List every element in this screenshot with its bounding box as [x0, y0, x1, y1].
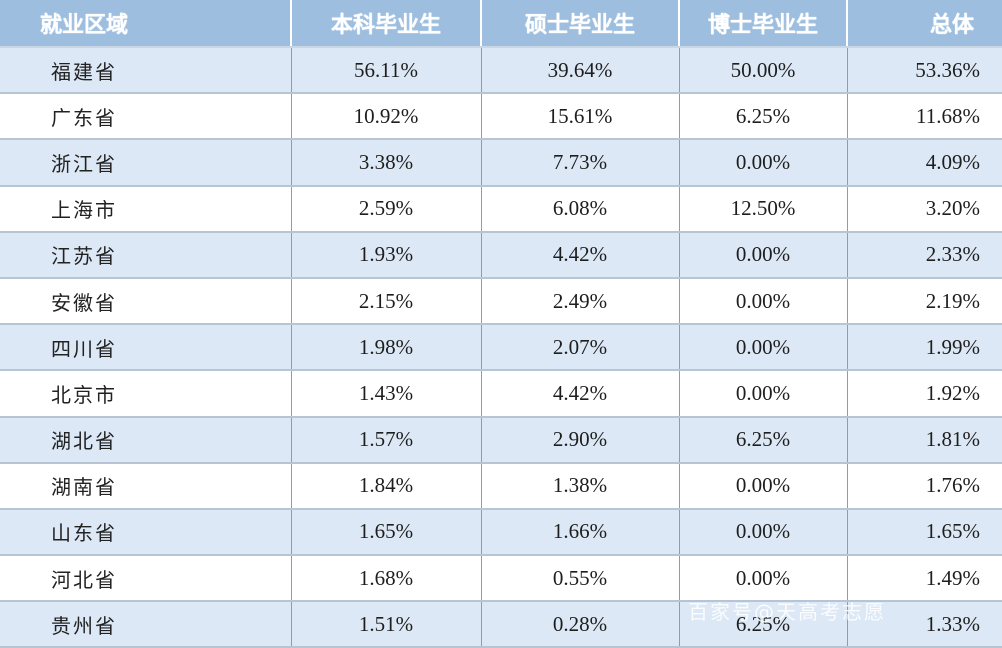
cell-doctor: 0.00% [679, 231, 848, 279]
table-row: 四川省 1.98% 2.07% 0.00% 1.99% [0, 324, 1002, 372]
table-row: 湖南省 1.84% 1.38% 0.00% 1.76% [0, 462, 1002, 510]
cell-region: 湖南省 [0, 462, 292, 510]
cell-doctor: 6.25% [679, 601, 848, 648]
cell-doctor: 0.00% [679, 324, 848, 372]
cell-doctor: 6.25% [679, 416, 848, 464]
cell-total: 2.19% [847, 277, 1002, 326]
table-row: 山东省 1.65% 1.66% 0.00% 1.65% [0, 508, 1002, 557]
cell-doctor: 12.50% [679, 185, 848, 233]
cell-undergrad: 1.93% [291, 231, 482, 279]
table-row: 北京市 1.43% 4.42% 0.00% 1.92% [0, 370, 1002, 418]
cell-total: 11.68% [847, 93, 1002, 141]
cell-undergrad: 56.11% [291, 47, 482, 95]
cell-region: 福建省 [0, 47, 292, 95]
cell-region: 四川省 [0, 324, 292, 372]
header-total: 总体 [847, 0, 1002, 48]
cell-undergrad: 2.59% [291, 185, 482, 233]
cell-master: 0.55% [481, 555, 680, 603]
cell-region: 贵州省 [0, 601, 292, 648]
cell-doctor: 0.00% [679, 555, 848, 603]
cell-region: 上海市 [0, 185, 292, 233]
cell-undergrad: 1.51% [291, 601, 482, 648]
cell-doctor: 0.00% [679, 139, 848, 187]
table-row: 福建省 56.11% 39.64% 50.00% 53.36% [0, 47, 1002, 95]
cell-total: 53.36% [847, 47, 1002, 95]
table-row: 湖北省 1.57% 2.90% 6.25% 1.81% [0, 416, 1002, 464]
cell-undergrad: 1.43% [291, 370, 482, 418]
header-undergrad: 本科毕业生 [291, 0, 482, 48]
cell-master: 15.61% [481, 93, 680, 141]
cell-master: 1.66% [481, 508, 680, 557]
cell-total: 4.09% [847, 139, 1002, 187]
table-row: 安徽省 2.15% 2.49% 0.00% 2.19% [0, 277, 1002, 326]
header-row: 就业区域 本科毕业生 硕士毕业生 博士毕业生 总体 [0, 0, 1002, 48]
cell-total: 1.81% [847, 416, 1002, 464]
cell-undergrad: 1.65% [291, 508, 482, 557]
table-row: 广东省 10.92% 15.61% 6.25% 11.68% [0, 93, 1002, 141]
cell-master: 2.90% [481, 416, 680, 464]
cell-region: 安徽省 [0, 277, 292, 326]
cell-doctor: 0.00% [679, 370, 848, 418]
cell-undergrad: 2.15% [291, 277, 482, 326]
cell-region: 浙江省 [0, 139, 292, 187]
cell-region: 山东省 [0, 508, 292, 557]
cell-undergrad: 1.57% [291, 416, 482, 464]
table-row: 河北省 1.68% 0.55% 0.00% 1.49% [0, 555, 1002, 603]
table-row: 上海市 2.59% 6.08% 12.50% 3.20% [0, 185, 1002, 233]
header-region: 就业区域 [0, 0, 292, 48]
header-doctor: 博士毕业生 [679, 0, 848, 48]
cell-undergrad: 1.68% [291, 555, 482, 603]
cell-master: 4.42% [481, 231, 680, 279]
table-row: 贵州省 1.51% 0.28% 6.25% 1.33% [0, 601, 1002, 648]
cell-undergrad: 3.38% [291, 139, 482, 187]
cell-total: 3.20% [847, 185, 1002, 233]
cell-doctor: 0.00% [679, 462, 848, 510]
cell-master: 7.73% [481, 139, 680, 187]
cell-total: 1.65% [847, 508, 1002, 557]
cell-master: 6.08% [481, 185, 680, 233]
cell-region: 湖北省 [0, 416, 292, 464]
cell-undergrad: 1.98% [291, 324, 482, 372]
cell-total: 1.33% [847, 601, 1002, 648]
cell-region: 河北省 [0, 555, 292, 603]
cell-master: 1.38% [481, 462, 680, 510]
cell-region: 广东省 [0, 93, 292, 141]
cell-region: 江苏省 [0, 231, 292, 279]
cell-total: 1.99% [847, 324, 1002, 372]
cell-doctor: 0.00% [679, 277, 848, 326]
cell-master: 4.42% [481, 370, 680, 418]
header-master: 硕士毕业生 [481, 0, 680, 48]
table-row: 浙江省 3.38% 7.73% 0.00% 4.09% [0, 139, 1002, 187]
table-row: 江苏省 1.93% 4.42% 0.00% 2.33% [0, 231, 1002, 279]
cell-doctor: 6.25% [679, 93, 848, 141]
cell-master: 39.64% [481, 47, 680, 95]
cell-undergrad: 10.92% [291, 93, 482, 141]
cell-region: 北京市 [0, 370, 292, 418]
cell-master: 0.28% [481, 601, 680, 648]
cell-master: 2.07% [481, 324, 680, 372]
cell-doctor: 0.00% [679, 508, 848, 557]
cell-total: 2.33% [847, 231, 1002, 279]
cell-undergrad: 1.84% [291, 462, 482, 510]
cell-master: 2.49% [481, 277, 680, 326]
cell-total: 1.92% [847, 370, 1002, 418]
cell-total: 1.76% [847, 462, 1002, 510]
cell-total: 1.49% [847, 555, 1002, 603]
cell-doctor: 50.00% [679, 47, 848, 95]
